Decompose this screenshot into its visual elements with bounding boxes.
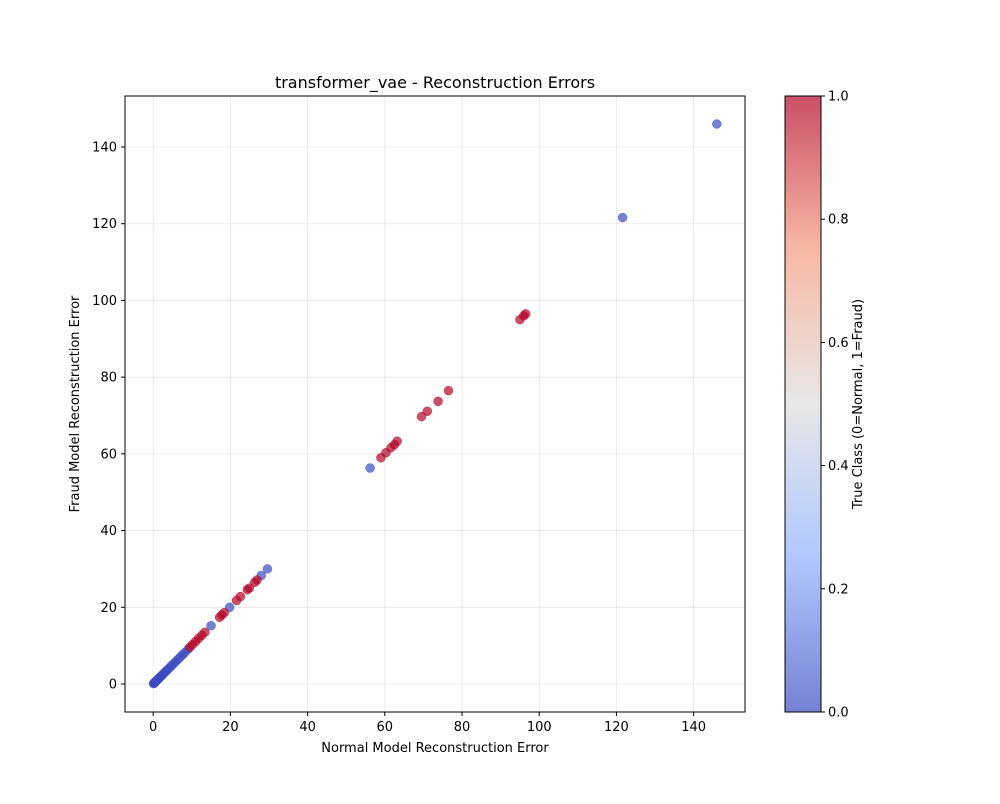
x-tick-label: 0: [149, 720, 157, 735]
y-tick-label: 100: [92, 294, 117, 309]
colorbar-tick-label: 0.0: [828, 706, 849, 721]
chart-title: transformer_vae - Reconstruction Errors: [275, 73, 595, 93]
x-axis-label: Normal Model Reconstruction Error: [321, 741, 549, 756]
fraud-point: [433, 396, 443, 407]
axes: 0 20 40 60 80 100 120 140 0 20 40 60 80 100 120 140: [92, 95, 746, 735]
y-tick-label: 140: [92, 141, 117, 156]
normal-point: [262, 564, 273, 574]
colorbar-tick-label: 1.0: [828, 90, 849, 105]
fraud-point: [443, 385, 454, 396]
fraud-point: [200, 627, 210, 637]
colorbar-tick-label: 0.2: [828, 582, 849, 597]
y-tick-label: 60: [100, 447, 117, 462]
colorbar-gradient: [785, 96, 821, 712]
fraud-point: [219, 607, 229, 618]
fraud-point: [520, 309, 531, 319]
fraud-point: [422, 406, 433, 417]
colorbar-tick-label: 0.8: [828, 213, 849, 228]
x-tick-label: 100: [527, 720, 552, 735]
grid-lines: [125, 96, 745, 712]
y-axis-label: Fraud Model Reconstruction Error: [68, 295, 83, 512]
plot-frame: [124, 95, 746, 713]
x-tick-label: 120: [604, 720, 629, 735]
fraud-point: [252, 575, 262, 585]
x-tick-label: 20: [222, 720, 239, 735]
colorbar-tick-label: 0.4: [828, 459, 849, 474]
x-tick-label: 140: [681, 720, 706, 735]
normal-point: [712, 119, 722, 129]
y-tick-label: 0: [109, 678, 117, 693]
fraud-point: [235, 591, 246, 602]
colorbar-tick-label: 0.6: [828, 336, 849, 351]
data-points: [148, 119, 722, 689]
colorbar-frame: [784, 95, 822, 713]
y-tick-label: 40: [100, 524, 117, 539]
normal-point: [206, 620, 216, 631]
colorbar-ticks: 0.0 0.2 0.4 0.6 0.8 1.0: [821, 90, 849, 721]
colorbar: 0.0 0.2 0.4 0.6 0.8 1.0 True Class (0=Normal,…: [784, 90, 866, 721]
x-tick-label: 80: [454, 720, 471, 735]
fraud-point: [392, 436, 402, 446]
y-tick-label: 120: [92, 217, 117, 232]
y-tick-label: 80: [100, 371, 117, 386]
y-tick-label: 20: [100, 601, 117, 616]
normal-point: [365, 463, 375, 473]
x-tick-label: 60: [377, 720, 394, 735]
x-tick-label: 40: [299, 720, 316, 735]
colorbar-label: True Class (0=Normal, 1=Fraud): [851, 299, 866, 510]
normal-point: [617, 212, 628, 223]
